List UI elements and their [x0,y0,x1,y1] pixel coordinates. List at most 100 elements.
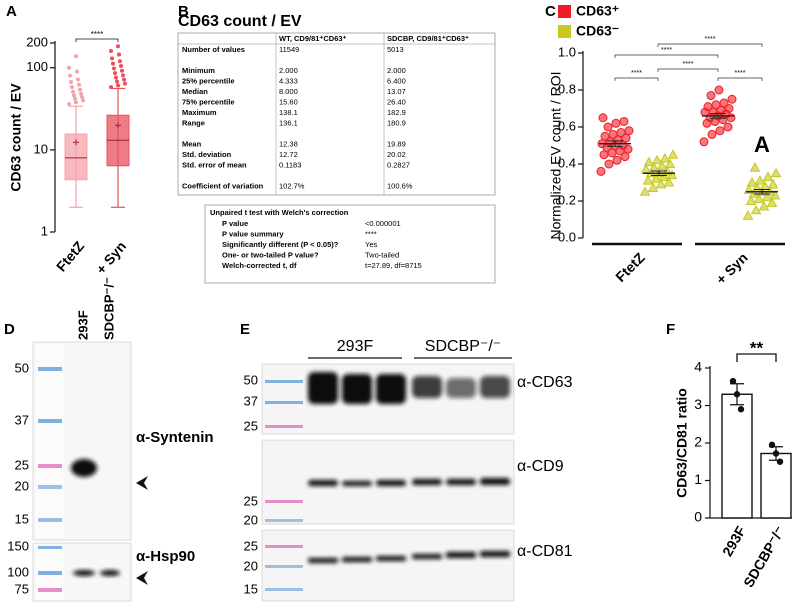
significance-bracket [657,68,719,72]
y-axis-label: CD63/CD81 ratio [674,388,690,498]
point [612,155,622,165]
significance-bracket [717,77,763,81]
outlier [67,65,71,70]
point [600,131,610,141]
table-cell: <0.000001 [365,219,401,228]
outlier [79,91,83,96]
outlier [76,77,80,82]
table-row-label: 25% percentile [182,76,235,85]
point [733,391,741,398]
outlier [111,61,115,66]
error-bar [754,189,770,195]
y-tick-label: 1 [41,223,48,238]
mw-marker: 50 [244,372,258,387]
point [753,193,765,204]
legend-label: CD63⁺ [576,3,619,19]
mw-marker: 20 [244,512,258,527]
ladder-band [38,546,62,549]
point [711,100,721,110]
outlier [77,82,81,87]
x-tick-label: + Syn [713,249,751,287]
table-cell: 15.60 [279,97,298,106]
outlier [80,95,84,100]
significance: **** [91,30,103,39]
outlier [123,81,127,86]
max-point [116,44,120,49]
table-row-label: Range [182,118,205,127]
panel-label: E [240,321,250,338]
significance: **** [735,70,746,77]
point [655,178,667,189]
y-tick-label: 3 [694,396,702,412]
table-row-label: 75% percentile [182,97,235,106]
point [650,173,662,183]
lane-label: SDCBP⁻/⁻ [101,277,116,340]
significance-bracket [736,353,777,362]
blot-e [261,357,515,602]
point [758,201,770,211]
significance-bracket [614,54,719,58]
x-tick-label: FtetZ [53,238,88,275]
significance-bracket [657,43,763,47]
point [723,122,733,132]
max-point [74,54,78,59]
mw-marker: 75 [15,581,29,596]
point [776,458,784,465]
mw-marker: 37 [244,393,258,408]
table-cell: t=27.89, df=8715 [365,261,422,270]
outlier [69,80,73,85]
mw-marker: 150 [7,538,29,553]
point [715,126,725,136]
table-cell: 12.38 [279,139,298,148]
table-cell: 6.400 [387,76,406,85]
mw-marker: 15 [244,581,258,596]
table-row-label: Std. error of mean [182,160,247,169]
bands [308,372,510,563]
outlier [73,96,77,101]
outlier [71,89,75,94]
point [772,450,780,457]
point [768,441,776,449]
table-cell: 102.7% [279,181,305,190]
table-row-label: P value summary [222,229,284,238]
legend-swatch [558,25,571,38]
point [659,152,671,163]
y-tick-label: 0 [694,509,702,525]
mean-marker [115,122,121,129]
outlier [116,83,120,88]
point [745,195,757,205]
point [642,175,654,185]
antibody-label: α-Syntenin [136,429,214,446]
point [727,94,737,104]
error-bar [710,113,726,119]
outlier [110,56,114,61]
table-cell: 20.02 [387,150,406,159]
point [729,377,737,385]
point [699,137,709,147]
table-cell: 5013 [387,45,404,54]
significance: **** [631,70,642,77]
table-cell: 0.1183 [279,160,301,169]
mw-marker: 25 [15,457,29,472]
table-row-label: Std. deviation [182,150,232,159]
panel-label: A [6,3,17,20]
mw-marker: 15 [15,511,29,526]
y-tick-label: 200 [26,34,48,49]
point [762,171,774,181]
outlier [121,73,125,78]
outlier [75,69,79,74]
ladder-lane [36,344,64,538]
table-cell: **** [365,229,377,238]
table-row-label: One- or two-tailed P value? [222,250,319,259]
point [624,126,634,136]
outlier [74,100,78,105]
point [604,159,614,169]
y-tick-label: 0.8 [558,81,576,96]
antibody-label: α-CD9 [517,458,564,475]
table-row-label: P value [222,219,248,228]
table-cell: 12.72 [279,150,298,159]
point [639,186,651,196]
table-cell: 0.2827 [387,160,410,169]
point [621,133,631,143]
point [750,204,762,215]
